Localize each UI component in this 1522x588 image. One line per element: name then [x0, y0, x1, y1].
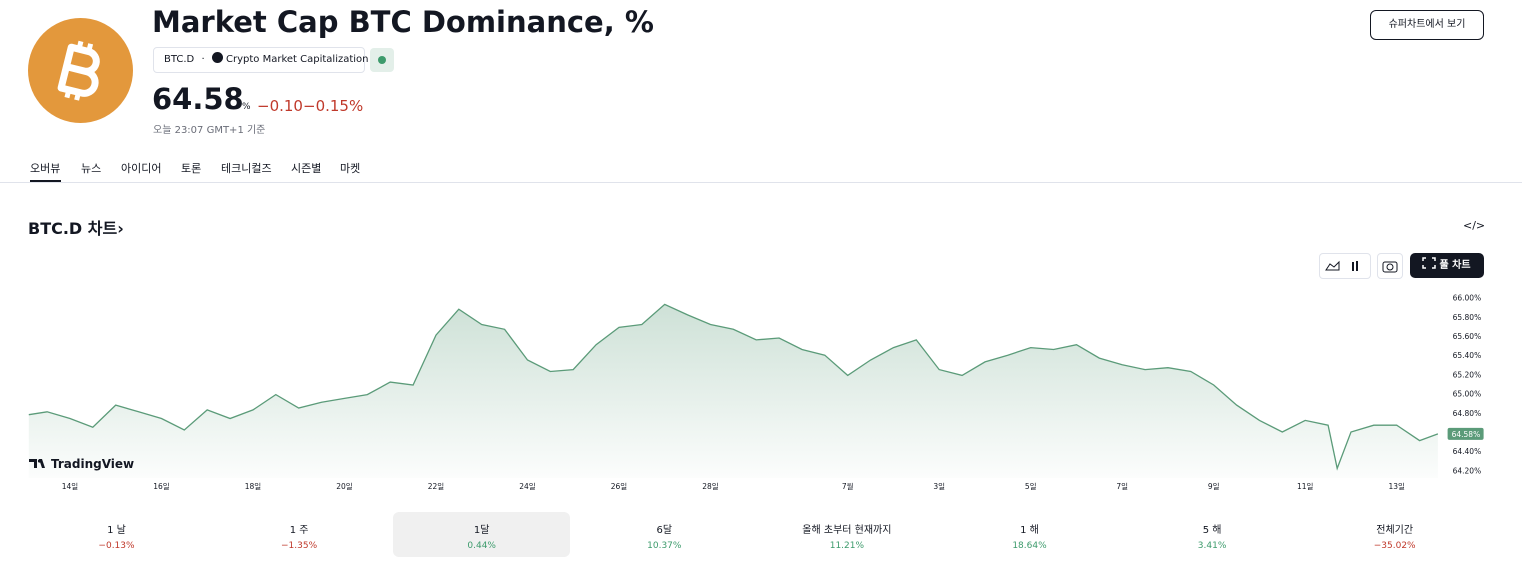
timestamp: 오늘 23:07 GMT+1 기준 [153, 125, 266, 136]
full-chart-button[interactable]: 풀 차트 [1410, 253, 1484, 278]
period[interactable]: 1 주 −1.35% [211, 512, 388, 557]
x-tick-label: 3일 [933, 482, 945, 491]
unit: % [242, 102, 251, 112]
period-label: 전체기간 [1376, 525, 1414, 536]
period[interactable]: 1달 0.44% [393, 512, 571, 557]
change: −0.10 [257, 97, 303, 115]
tab[interactable]: 마켓 [340, 162, 361, 175]
x-tick-label: 24일 [519, 482, 536, 491]
period[interactable]: 6달 10.37% [576, 512, 753, 557]
price: 64.58 [152, 82, 244, 116]
x-tick-label: 22일 [428, 482, 445, 491]
btc-logo [28, 18, 133, 123]
ticker: BTC.D [164, 54, 195, 65]
supercharts-button[interactable]: 슈퍼차트에서 보기 [1370, 10, 1484, 40]
divider [0, 182, 1522, 183]
period-change: 0.44% [467, 541, 496, 551]
last-price-label: 64.58% [1452, 430, 1481, 439]
tab[interactable]: 테크니컬즈 [221, 162, 272, 175]
period-label: 1달 [473, 525, 490, 536]
embed-icon[interactable]: </> [1463, 219, 1486, 232]
period[interactable]: 1 날 −0.13% [28, 512, 205, 557]
area-fill [28, 304, 1438, 478]
tab[interactable]: 뉴스 [81, 162, 102, 175]
y-tick-label: 65.60% [1453, 332, 1482, 341]
period-change: 11.21% [829, 541, 865, 551]
change-pct: −0.15% [303, 97, 364, 115]
period-label: 올해 초부터 현재까지 [802, 525, 892, 536]
period-change: −1.35% [281, 541, 318, 551]
tab[interactable]: 토론 [181, 162, 202, 175]
y-tick-label: 65.40% [1453, 351, 1482, 360]
y-tick-label: 65.80% [1453, 313, 1482, 322]
y-tick-label: 64.80% [1453, 409, 1482, 418]
y-tick-label: 64.40% [1453, 447, 1482, 456]
x-tick-label: 7일 [1116, 482, 1128, 491]
source-icon [211, 52, 223, 63]
period[interactable]: 5 해 3.41% [1124, 512, 1301, 557]
chart-style-buttons[interactable] [1319, 253, 1371, 279]
period-label: 1 주 [289, 525, 309, 536]
period-change: 10.37% [647, 541, 682, 551]
period-label: 5 해 [1202, 525, 1222, 536]
period[interactable]: 전체기간 −35.02% [1306, 512, 1483, 557]
separator: · [201, 54, 205, 65]
watermark-logo [29, 459, 45, 468]
y-tick-label: 64.20% [1453, 466, 1482, 475]
chart: 64.20%64.40%64.60%64.80%65.00%65.20%65.4… [28, 294, 1484, 491]
tab-underline [30, 180, 61, 182]
period-change: −0.13% [98, 541, 135, 551]
x-tick-label: 9일 [1208, 482, 1220, 491]
period[interactable]: 올해 초부터 현재까지 11.21% [758, 512, 935, 557]
y-tick-label: 66.00% [1453, 294, 1482, 303]
period[interactable]: 1 해 18.64% [941, 512, 1118, 557]
x-tick-label: 26일 [611, 482, 628, 491]
section-title[interactable]: BTC.D 차트› [28, 219, 124, 238]
x-tick-label: 16일 [153, 482, 170, 491]
x-tick-label: 7월 [842, 481, 854, 491]
period-change: 18.64% [1012, 541, 1047, 551]
x-tick-label: 13일 [1388, 482, 1405, 491]
status [370, 48, 394, 72]
period-change: 3.41% [1197, 541, 1227, 551]
period-label: 6달 [656, 525, 673, 536]
full-chart-label: 풀 차트 [1439, 260, 1471, 271]
period-label: 1 해 [1020, 525, 1039, 536]
y-tick-label: 65.20% [1453, 370, 1482, 379]
last-price-box [1447, 427, 1484, 440]
x-tick-label: 20일 [336, 482, 353, 491]
period-change: −35.02% [1373, 541, 1416, 551]
source: Crypto Market Capitalization [226, 54, 369, 65]
screenshot-button[interactable] [1377, 253, 1403, 279]
y-tick-label: 65.00% [1453, 390, 1482, 399]
tab[interactable]: 오버뷰 [30, 162, 61, 175]
x-tick-label: 14일 [62, 482, 79, 491]
watermark: TradingView [51, 457, 134, 471]
x-tick-label: 28일 [702, 482, 719, 491]
x-tick-label: 5일 [1025, 482, 1037, 491]
ticker-badge[interactable]: BTC.D · Crypto Market Capitalization [153, 47, 369, 73]
title: Market Cap BTC Dominance, % [152, 5, 654, 39]
tab[interactable]: 시즌별 [291, 162, 322, 175]
x-tick-label: 11일 [1297, 482, 1314, 491]
period-label: 1 날 [107, 525, 126, 536]
x-tick-label: 18일 [245, 482, 262, 491]
line [28, 303, 1439, 471]
tab[interactable]: 아이디어 [121, 162, 162, 175]
